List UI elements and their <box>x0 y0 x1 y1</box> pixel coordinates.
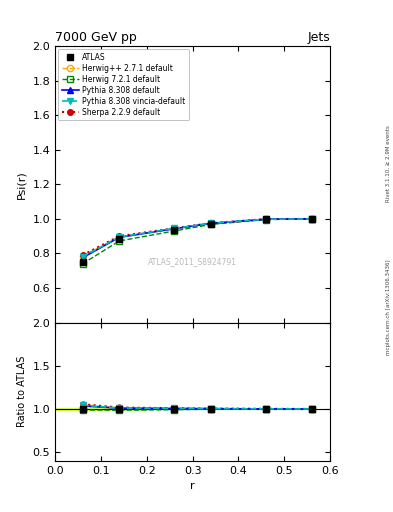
Text: Rivet 3.1.10, ≥ 2.9M events: Rivet 3.1.10, ≥ 2.9M events <box>386 125 391 202</box>
Text: Jets: Jets <box>307 31 330 44</box>
Text: ATLAS_2011_S8924791: ATLAS_2011_S8924791 <box>148 257 237 266</box>
Legend: ATLAS, Herwig++ 2.7.1 default, Herwig 7.2.1 default, Pythia 8.308 default, Pythi: ATLAS, Herwig++ 2.7.1 default, Herwig 7.… <box>58 49 189 120</box>
Y-axis label: Ratio to ATLAS: Ratio to ATLAS <box>17 356 27 428</box>
Text: mcplots.cern.ch [arXiv:1306.3436]: mcplots.cern.ch [arXiv:1306.3436] <box>386 260 391 355</box>
X-axis label: r: r <box>190 481 195 491</box>
Text: 7000 GeV pp: 7000 GeV pp <box>55 31 137 44</box>
Y-axis label: Psi(r): Psi(r) <box>17 170 27 199</box>
